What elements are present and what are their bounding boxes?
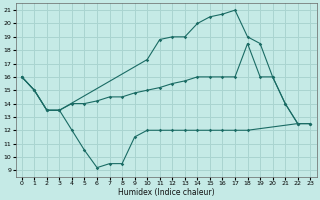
X-axis label: Humidex (Indice chaleur): Humidex (Indice chaleur) xyxy=(118,188,214,197)
